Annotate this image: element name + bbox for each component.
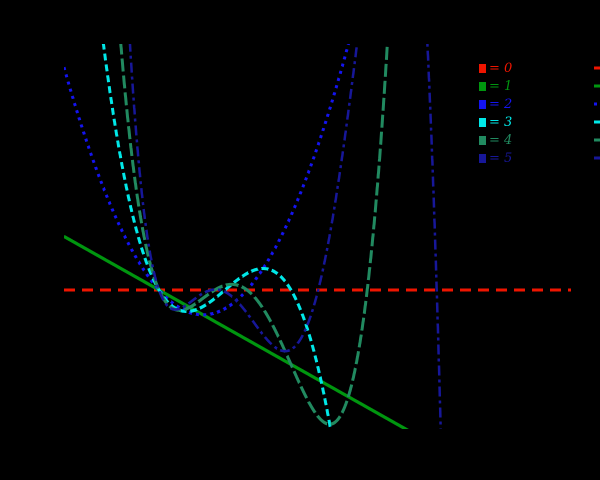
missing-glyph-box bbox=[479, 63, 486, 73]
legend-item-n4: = 4 bbox=[479, 131, 600, 149]
legend-line-sample bbox=[594, 84, 600, 88]
curve-n=3 bbox=[101, 44, 333, 429]
curve-n=1 bbox=[64, 235, 409, 429]
legend-item-n5: = 5 bbox=[479, 149, 600, 167]
missing-glyph-box bbox=[479, 99, 486, 109]
legend-line-sample bbox=[594, 138, 600, 142]
legend-item-n2: = 2 bbox=[479, 95, 600, 113]
legend-label: = 4 bbox=[489, 132, 513, 148]
legend-item-n0: = 0 bbox=[479, 59, 600, 77]
legend-line-sample bbox=[594, 66, 600, 70]
curve-n=4 bbox=[119, 44, 389, 426]
missing-glyph-box bbox=[479, 135, 486, 145]
curve-n=2 bbox=[64, 44, 350, 317]
legend-item-n1: = 1 bbox=[479, 77, 600, 95]
legend-label: = 5 bbox=[489, 150, 513, 166]
legend: = 0 = 1 = 2 = 3 = 4 = 5 bbox=[479, 59, 600, 167]
legend-line-sample bbox=[594, 156, 600, 160]
missing-glyph-box bbox=[479, 81, 486, 91]
missing-glyph-box bbox=[479, 153, 486, 163]
legend-label: = 0 bbox=[489, 60, 513, 76]
curve-n=5 bbox=[128, 44, 442, 429]
legend-item-n3: = 3 bbox=[479, 113, 600, 131]
legend-line-sample bbox=[594, 102, 600, 106]
legend-label: = 3 bbox=[489, 114, 513, 130]
legend-label: = 2 bbox=[489, 96, 513, 112]
legend-label: = 1 bbox=[489, 78, 513, 94]
legend-line-sample bbox=[594, 120, 600, 124]
missing-glyph-box bbox=[479, 117, 486, 127]
